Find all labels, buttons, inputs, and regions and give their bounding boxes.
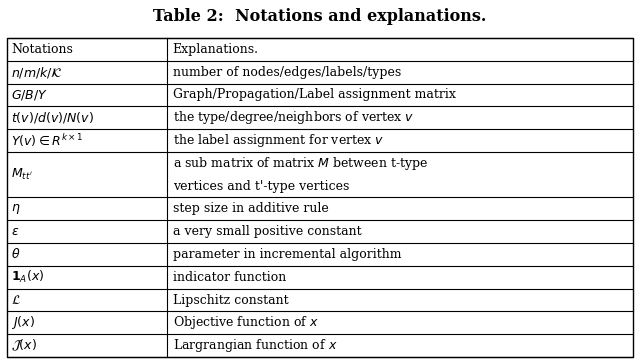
Text: $\theta$: $\theta$	[11, 248, 20, 261]
Text: Objective function of $x$: Objective function of $x$	[173, 314, 319, 331]
Text: $t(v)/d(v)/N(v)$: $t(v)/d(v)/N(v)$	[11, 110, 94, 125]
Text: $G/B/Y$: $G/B/Y$	[11, 88, 48, 102]
Text: number of nodes/edges/labels/types: number of nodes/edges/labels/types	[173, 66, 401, 79]
Text: $\eta$: $\eta$	[11, 202, 20, 216]
Text: the type/degree/neighbors of vertex $v$: the type/degree/neighbors of vertex $v$	[173, 109, 414, 126]
Text: $J(x)$: $J(x)$	[11, 314, 35, 331]
Text: parameter in incremental algorithm: parameter in incremental algorithm	[173, 248, 401, 261]
Text: Table 2:  Notations and explanations.: Table 2: Notations and explanations.	[154, 8, 486, 25]
Text: Notations: Notations	[11, 43, 73, 56]
Text: the label assignment for vertex $v$: the label assignment for vertex $v$	[173, 132, 384, 149]
Bar	[7, 38, 633, 357]
Text: a sub matrix of matrix $M$ between t-type: a sub matrix of matrix $M$ between t-typ…	[173, 155, 428, 172]
Text: $\epsilon$: $\epsilon$	[11, 225, 19, 238]
Text: $Y(v) \in R^{k\times 1}$: $Y(v) \in R^{k\times 1}$	[11, 132, 84, 149]
Text: indicator function: indicator function	[173, 271, 286, 284]
Text: $M_{tt'}$: $M_{tt'}$	[11, 167, 33, 182]
Text: a very small positive constant: a very small positive constant	[173, 225, 361, 238]
Text: step size in additive rule: step size in additive rule	[173, 202, 328, 215]
Text: vertices and t'-type vertices: vertices and t'-type vertices	[173, 180, 349, 193]
Text: $\mathcal{J}(x)$: $\mathcal{J}(x)$	[11, 338, 37, 353]
Text: $n/m/k/\mathcal{K}$: $n/m/k/\mathcal{K}$	[11, 65, 63, 80]
Text: $\mathbf{1}_A(x)$: $\mathbf{1}_A(x)$	[11, 269, 44, 285]
Text: Explanations.: Explanations.	[173, 43, 259, 56]
Text: Lipschitz constant: Lipschitz constant	[173, 294, 288, 307]
Text: Graph/Propagation/Label assignment matrix: Graph/Propagation/Label assignment matri…	[173, 88, 456, 101]
Text: Largrangian function of $x$: Largrangian function of $x$	[173, 337, 337, 354]
Text: $\mathcal{L}$: $\mathcal{L}$	[11, 294, 21, 307]
